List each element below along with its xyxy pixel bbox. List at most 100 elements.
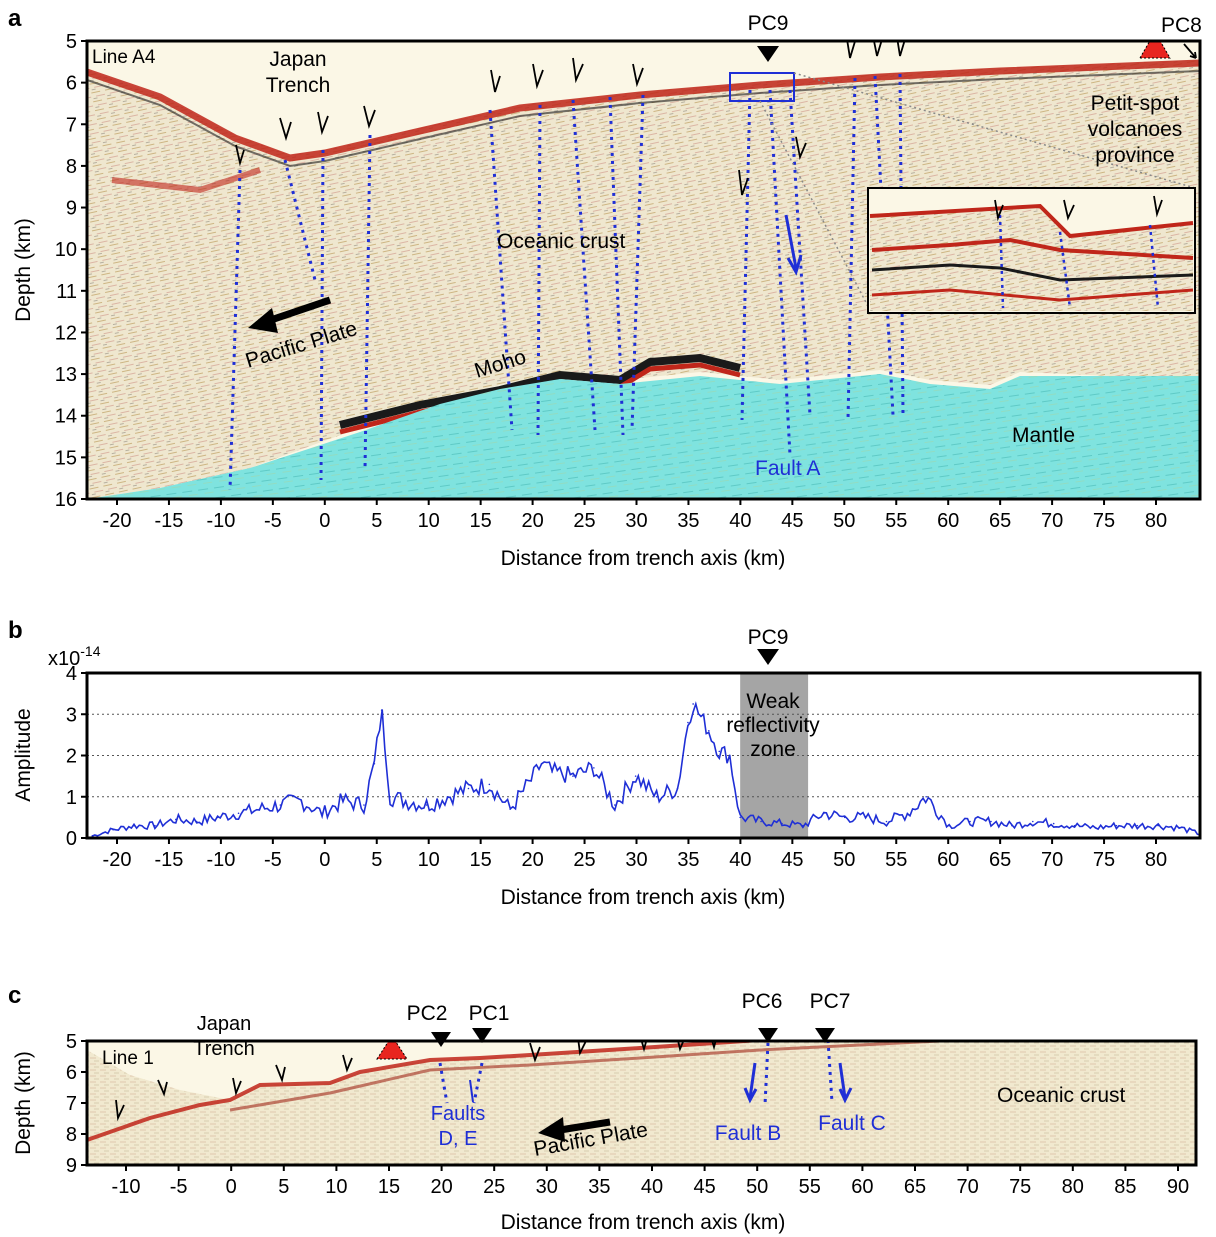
panel-b-x-tick-label: -10 [206, 849, 235, 871]
panel-a-x-tick-label: 5 [371, 510, 382, 532]
exponent-power: -14 [80, 643, 100, 659]
panel-a-x-tick-label: 65 [989, 510, 1011, 532]
panel-a-x-tick-label: 10 [418, 510, 440, 532]
amplitude-point [380, 709, 383, 711]
panel-a-y-tick-label: 10 [55, 239, 77, 261]
amplitude-point [925, 795, 927, 798]
amplitude-point [404, 800, 407, 802]
amplitude-point [1052, 822, 1055, 825]
amplitude-point [843, 816, 846, 819]
panel-c-x-tick-label: 50 [746, 1176, 768, 1198]
panel-b-x-tick-label: 10 [418, 849, 440, 871]
panel-b-x-tick-label: 70 [1041, 849, 1063, 871]
amplitude-point [540, 762, 543, 765]
panel-b-y-tick-label: 3 [66, 704, 77, 726]
amplitude-point [133, 824, 135, 827]
amplitude-point [363, 804, 365, 806]
panel-a-x-tick-label: 35 [677, 510, 699, 532]
zoom-inset [867, 187, 1196, 314]
fault-a-arrow-shaft [784, 214, 798, 269]
panel-c-x-tick-label: 75 [1009, 1176, 1031, 1198]
panel-b-x-tick-label: 35 [677, 849, 699, 871]
amplitude-point [676, 787, 679, 790]
panel-a-x-tick-label: 70 [1041, 510, 1063, 532]
pc8-label: PC8 [1161, 14, 1202, 37]
pc6-label: PC6 [742, 990, 783, 1013]
amplitude-point [1073, 824, 1076, 827]
panel-c-y-tick-label: 5 [66, 1031, 77, 1053]
panel-b-x-tick-label: -5 [264, 849, 282, 871]
oceanic-crust-label-c: Oceanic crust [997, 1084, 1126, 1107]
seismic-section-a [87, 41, 1200, 499]
panel-c-x-tick-label: 85 [1114, 1176, 1136, 1198]
amplitude-point [488, 783, 491, 786]
panel-c-y-tick-label: 8 [66, 1124, 77, 1146]
panel-a-y-tick-label: 8 [66, 156, 77, 178]
fault-lines-a [228, 73, 905, 491]
panel-b-x-tick-label: 45 [781, 849, 803, 871]
pc6-marker [758, 1028, 778, 1043]
panel-a-y-ticks: 5 6 7 8 9 10 11 12 13 14 15 16 [55, 31, 87, 511]
panel-a-x-tick-label: -10 [206, 510, 235, 532]
amplitude-point [389, 795, 391, 798]
panel-a-x-tick-label: 80 [1145, 510, 1167, 532]
amplitude-point [1011, 824, 1013, 827]
panel-a-y-tick-label: 11 [56, 281, 77, 303]
petit-spot-label: Petit-spot volcanoes province [1088, 92, 1183, 167]
japan-trench-line2: Trench [266, 74, 331, 97]
panel-c-x-tick-label: 70 [956, 1176, 978, 1198]
weak-zone-line3: zone [750, 738, 796, 761]
pacific-plate-arrow-head-c [538, 1117, 565, 1142]
oceanic-crust-label-a: Oceanic crust [497, 230, 626, 253]
fault-a-label: Fault A [755, 457, 820, 480]
panel-c-x-tick-label: -10 [112, 1176, 141, 1198]
panel-c-x-tick-label: 45 [693, 1176, 715, 1198]
panel-b-x-tick-label: 20 [521, 849, 543, 871]
panel-c-x-tick-label: 60 [851, 1176, 873, 1198]
panel-b-y-tick-label: 1 [66, 787, 77, 809]
panel-c-x-tick-label: 80 [1062, 1176, 1084, 1198]
panel-b-x-tick-label: -20 [103, 849, 132, 871]
panel-b-x-tick-label: -15 [154, 849, 183, 871]
panel-b-x-tick-label: 0 [319, 849, 330, 871]
amplitude-point [530, 779, 532, 782]
panel-a-y-tick-label: 14 [55, 406, 77, 428]
amplitude-point [692, 703, 694, 705]
fault-arrows-c [743, 1062, 853, 1104]
amplitude-point [655, 795, 658, 798]
panel-c: c [8, 982, 1198, 1234]
panel-b-x-tick-label: 60 [937, 849, 959, 871]
panel-b-x-tick-label: 80 [1145, 849, 1167, 871]
japan-trench-label-c: Japan Trench [193, 1013, 255, 1060]
pacific-plate-arrow-shaft [263, 296, 332, 326]
panel-a: a [8, 5, 1202, 570]
amplitude-point [906, 812, 909, 815]
panel-b-x-tick-label: 55 [885, 849, 907, 871]
fault-tick-markers-a [235, 41, 1163, 222]
amplitude-point [373, 762, 376, 765]
amplitude-point [885, 820, 888, 823]
panel-a-x-tick-label: 30 [625, 510, 647, 532]
petit-spot-line3: province [1095, 144, 1174, 167]
panel-a-x-tick-label: 55 [885, 510, 907, 532]
panel-c-x-tick-label: 25 [483, 1176, 505, 1198]
pc9-marker-b [757, 649, 779, 665]
panel-a-x-tick-label: -15 [154, 510, 183, 532]
panel-c-x-tick-label: 20 [430, 1176, 452, 1198]
panel-c-x-tick-label: 55 [799, 1176, 821, 1198]
panel-b-x-tick-label: 40 [729, 849, 751, 871]
panel-c-x-tick-label: 0 [226, 1176, 237, 1198]
panel-a-y-tick-label: 7 [66, 114, 77, 136]
panel-b-x-tick-label: 15 [470, 849, 492, 871]
amplitude-point [739, 816, 741, 819]
panel-a-x-tick-label: 40 [729, 510, 751, 532]
pc7-marker [815, 1028, 835, 1043]
amplitude-point [1157, 824, 1159, 827]
panel-a-ylabel: Depth (km) [12, 218, 35, 322]
panel-a-y-tick-label: 12 [55, 322, 77, 344]
panel-b-x-tick-label: 30 [625, 849, 647, 871]
panel-b: b x10-14 Weak reflectivity zone PC9 Amplit… [8, 617, 1202, 909]
panel-a-y-tick-label: 6 [66, 73, 77, 95]
petit-spot-line1: Petit-spot [1091, 92, 1180, 115]
panel-a-x-tick-label: 50 [833, 510, 855, 532]
